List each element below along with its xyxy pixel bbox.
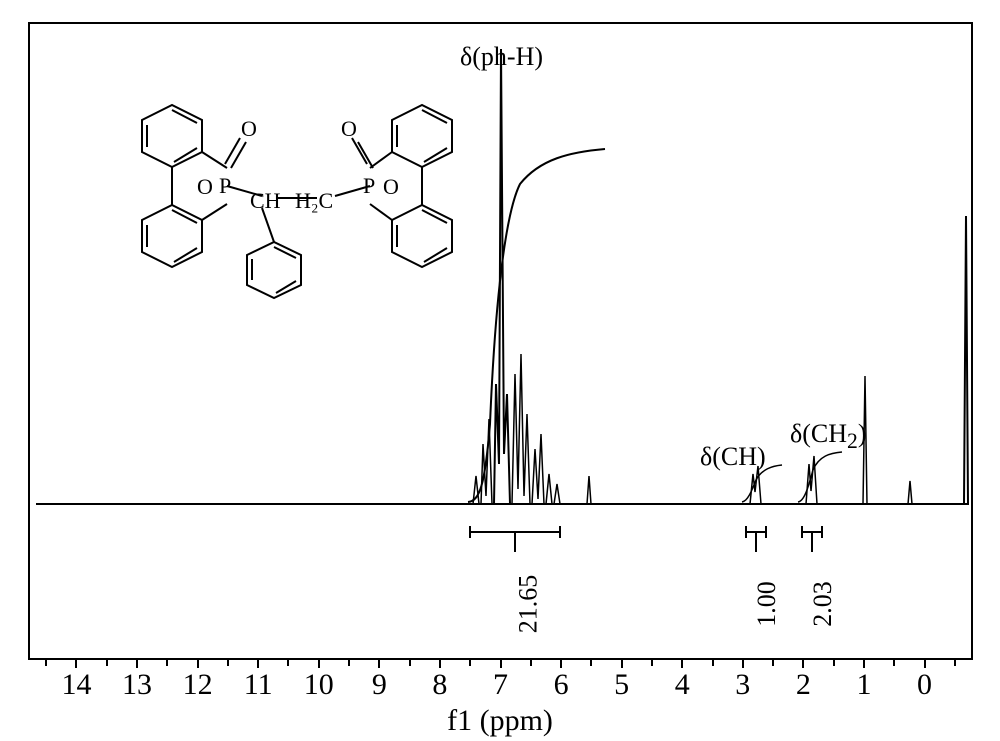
major-tick — [742, 658, 744, 668]
major-tick — [500, 658, 502, 668]
minor-tick — [227, 660, 229, 666]
atom-label-ch2: H₂C — [295, 188, 333, 213]
minor-tick — [106, 660, 108, 666]
x-axis-title: f1 (ppm) — [447, 704, 553, 738]
tick-label: 10 — [304, 668, 334, 702]
tick-label: 9 — [372, 668, 387, 702]
tick-label: 0 — [917, 668, 932, 702]
minor-tick — [409, 660, 411, 666]
peak-tms — [964, 216, 968, 504]
minor-tick — [166, 660, 168, 666]
minor-tick — [469, 660, 471, 666]
major-tick — [136, 658, 138, 668]
molecule-atom-labels: O O P P CH H₂C O O — [197, 116, 399, 213]
tick-label: 6 — [554, 668, 569, 702]
integration-bracket-ch — [746, 526, 766, 552]
integration-value-aromatic: 21.65 — [513, 575, 543, 634]
integration-value-ch2: 2.03 — [808, 581, 838, 627]
tick-label: 11 — [244, 668, 273, 702]
integration-curve-aromatic — [468, 149, 605, 502]
peak-label-ch2: δ(CH2) — [790, 419, 867, 454]
atom-label-o1: O — [241, 116, 257, 141]
minor-tick — [348, 660, 350, 666]
major-tick — [681, 658, 683, 668]
minor-tick — [772, 660, 774, 666]
major-tick — [924, 658, 926, 668]
major-tick — [378, 658, 380, 668]
minor-tick — [530, 660, 532, 666]
atom-label-o3: O — [341, 116, 357, 141]
minor-tick — [590, 660, 592, 666]
peak-label-ch: δ(CH) — [700, 442, 766, 472]
peak-ch2 — [806, 456, 817, 504]
tick-label: 13 — [122, 668, 152, 702]
minor-tick — [833, 660, 835, 666]
tick-label: 1 — [856, 668, 871, 702]
atom-label-o4: O — [383, 174, 399, 199]
major-tick — [863, 658, 865, 668]
major-tick — [318, 658, 320, 668]
peak-small-1 — [908, 481, 912, 504]
atom-label-o2: O — [197, 174, 213, 199]
tick-label: 7 — [493, 668, 508, 702]
integration-curve-ch2 — [798, 452, 842, 502]
integration-value-ch: 1.00 — [752, 581, 782, 627]
tick-label: 14 — [61, 668, 91, 702]
tick-label: 5 — [614, 668, 629, 702]
minor-tick — [651, 660, 653, 666]
major-tick — [197, 658, 199, 668]
minor-tick — [45, 660, 47, 666]
peak-small-6 — [587, 476, 591, 504]
plot-frame: O O P P CH H₂C O O δ(ph-H) δ(CH) δ(CH2) … — [28, 22, 973, 660]
minor-tick — [712, 660, 714, 666]
atom-label-ch: CH — [250, 188, 281, 213]
tick-label: 3 — [735, 668, 750, 702]
major-tick — [439, 658, 441, 668]
tick-label: 4 — [675, 668, 690, 702]
integration-bracket-ch2 — [802, 526, 822, 552]
integration-bracket-aromatic — [470, 526, 560, 552]
minor-tick — [287, 660, 289, 666]
major-tick — [560, 658, 562, 668]
tick-label: 8 — [432, 668, 447, 702]
atom-label-p2: P — [363, 173, 375, 198]
peak-aromatic — [473, 49, 560, 504]
molecule-structure: O O P P CH H₂C O O — [92, 90, 482, 350]
major-tick — [802, 658, 804, 668]
tick-label: 12 — [183, 668, 213, 702]
minor-tick — [893, 660, 895, 666]
major-tick — [621, 658, 623, 668]
major-tick — [75, 658, 77, 668]
major-tick — [257, 658, 259, 668]
peak-label-phh: δ(ph-H) — [460, 42, 543, 72]
tick-label: 2 — [796, 668, 811, 702]
atom-label-p1: P — [219, 173, 231, 198]
minor-tick — [954, 660, 956, 666]
